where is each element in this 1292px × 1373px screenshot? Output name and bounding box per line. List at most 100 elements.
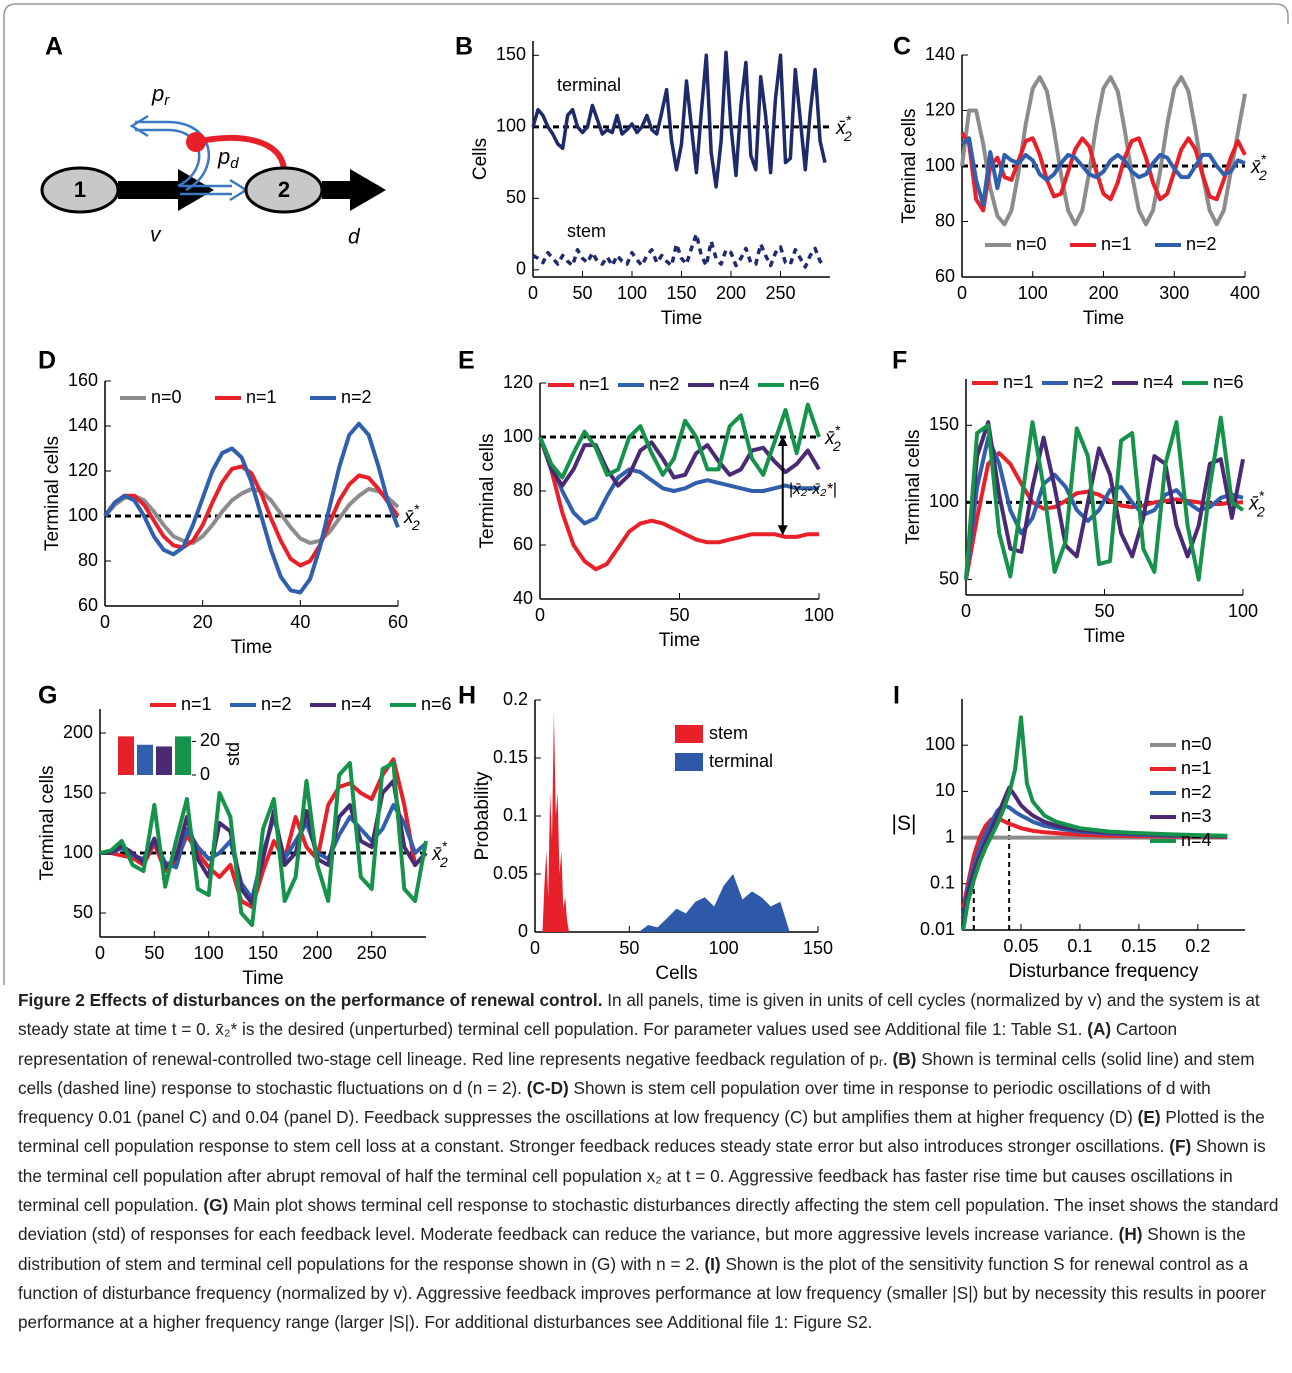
caption-tag: (B) [892, 1048, 917, 1069]
caption-tag: (C-D) [526, 1077, 569, 1098]
x-axis-label: Time [1083, 308, 1125, 329]
rate-sub: r [164, 92, 170, 109]
caption-text: Plotted is the terminal cell population … [18, 1107, 1265, 1157]
x-tick-label: 50 [1094, 601, 1114, 621]
y-tick-label: 60 [935, 266, 955, 286]
x-tick-label: 250 [765, 283, 795, 303]
ref-sub: 2 [411, 517, 420, 533]
legend-swatch [675, 753, 703, 771]
line [532, 232, 827, 269]
inset-tick-label: 20 [200, 730, 220, 750]
rate-sub: d [230, 155, 239, 172]
caption-tag: (G) [203, 1195, 229, 1216]
inset-bar [118, 736, 134, 775]
legend-label: n=1 [181, 694, 212, 714]
y-tick-label: 100 [925, 155, 955, 175]
panel-letter: C [893, 33, 911, 61]
line [538, 402, 821, 480]
caption-tag: (H) [1118, 1224, 1143, 1245]
y-tick-label: 0.2 [503, 689, 528, 709]
legend-label: n=2 [1073, 372, 1104, 392]
x-tick-label: 200 [302, 943, 332, 963]
y-tick-label: 150 [929, 414, 959, 434]
ref-base: x̄ [431, 844, 443, 865]
y-tick-label: 40 [513, 588, 533, 608]
y-tick-label: 100 [63, 842, 93, 862]
panel-letter: I [893, 682, 900, 710]
x-axis-label: Time [661, 308, 703, 329]
ref-base: x̄ [1250, 157, 1262, 178]
panel: G0 50 100 150 200 25050100150200TimeTerminal … [37, 682, 452, 985]
x-axis-label: Disturbance frequency [1008, 961, 1199, 982]
y-tick-label: 80 [935, 210, 955, 230]
reference-label: x̄* 2 [1250, 151, 1267, 183]
y-tick-label: 50 [939, 568, 959, 588]
x-tick-label: 100 [1228, 601, 1258, 621]
y-tick-label: 0.1 [503, 805, 528, 825]
node [40, 166, 120, 214]
x-tick-label: 20 [193, 612, 213, 632]
y-tick-label: 0.15 [493, 747, 528, 767]
caption-tag: (I) [704, 1253, 721, 1274]
x-tick-label: 0 [535, 605, 545, 625]
legend-label: n=2 [261, 694, 292, 714]
y-tick-label: 100 [503, 426, 533, 446]
line [961, 715, 1228, 931]
line [100, 779, 428, 906]
inset-bar [156, 746, 172, 775]
legend-label: n=6 [421, 694, 452, 714]
pd-arrow [180, 184, 232, 196]
y-tick-label: 0 [518, 921, 528, 941]
legend-label: n=3 [1181, 806, 1212, 826]
y-axis-label: Cells [470, 138, 491, 180]
rate-label: pd [217, 144, 239, 172]
annotation: terminal [557, 75, 621, 95]
legend-label: n=1 [246, 387, 277, 407]
y-tick-label: 200 [63, 722, 93, 742]
legend-label: n=2 [341, 387, 372, 407]
ref-sup: * [835, 422, 841, 438]
ref-base: x̄ [403, 507, 415, 528]
rate-label: v [150, 224, 162, 247]
node-label: 1 [74, 177, 86, 202]
rate-label: d [348, 226, 361, 249]
caption-tag: (A) [1087, 1019, 1112, 1040]
x-tick-label: 0 [530, 938, 540, 958]
inset-bar [137, 744, 153, 775]
reference-label: x̄* 2 [1248, 487, 1265, 519]
ref-sup: * [846, 112, 852, 128]
inset-tick-label: 0 [200, 764, 210, 784]
x-tick-label: 100 [1018, 283, 1048, 303]
ref-sub: 2 [439, 854, 448, 870]
y-axis-label: Terminal cells [37, 765, 58, 880]
legend-label: n=4 [1143, 372, 1174, 392]
caption-text: Shown is the distribution of stem and te… [18, 1224, 1246, 1274]
y-tick-label: 0 [516, 259, 526, 279]
ref-base: x̄ [1248, 493, 1260, 514]
line [960, 131, 1247, 213]
rate-label: pr [151, 81, 170, 109]
legend-label: terminal [709, 751, 773, 771]
y-tick-label: 150 [63, 782, 93, 802]
legend-label: n=0 [1181, 734, 1212, 754]
caption-text: Shown is stem cell population over time … [18, 1077, 1211, 1128]
y-tick-label: 140 [925, 44, 955, 64]
line [103, 464, 400, 568]
caption-text: Cartoon representation of renewal-contro… [18, 1019, 1178, 1069]
x-tick-label: 0.1 [1067, 936, 1092, 956]
line [531, 50, 827, 189]
x-tick-label: 250 [357, 943, 387, 963]
x-axis-label: Time [659, 630, 701, 651]
y-tick-label: 120 [925, 99, 955, 119]
y-tick-label: 0.05 [493, 863, 528, 883]
line [538, 436, 819, 572]
line [103, 421, 400, 595]
reference-label: x̄* 2 [824, 422, 841, 454]
ref-sub: 2 [1258, 167, 1267, 183]
x-axis-label: Cells [655, 963, 697, 984]
caption-tag: (E) [1137, 1107, 1161, 1128]
area [542, 711, 569, 932]
legend-label: n=4 [341, 694, 372, 714]
x-tick-label: 0 [957, 283, 967, 303]
